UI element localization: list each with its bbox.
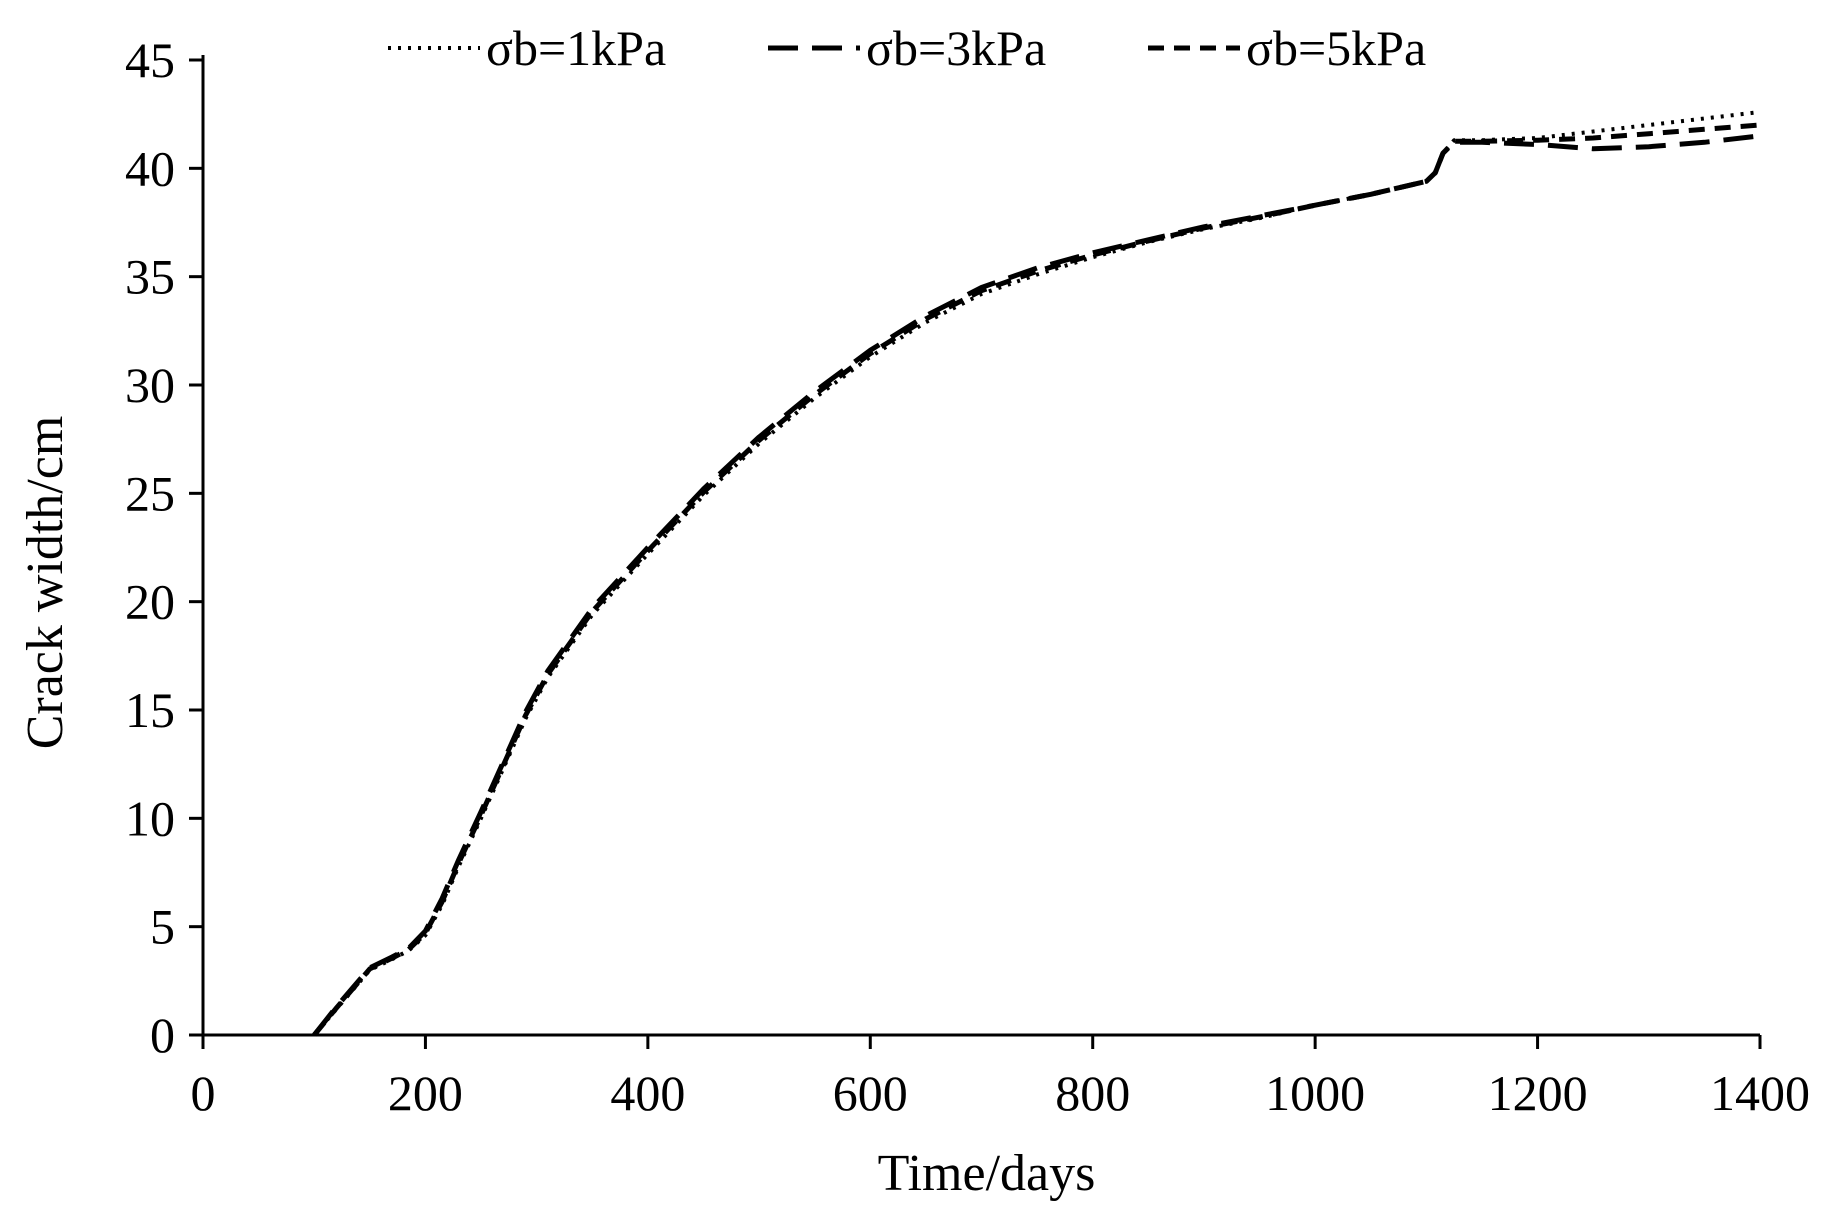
x-tick-label: 800: [1055, 1065, 1130, 1121]
ticks: 0 5 10 15 20 25 30 35 40 45 0 200 400 600 800 1000 1200 1…: [125, 32, 1810, 1121]
y-tick-label: 40: [125, 140, 175, 196]
y-tick-label: 25: [125, 465, 175, 521]
legend-label-2: σb=3kPa: [866, 20, 1046, 76]
y-tick-label: 35: [125, 249, 175, 305]
y-axis-title: Crack width/cm: [17, 416, 74, 750]
series-line-3: [312, 122, 1761, 1037]
axes: [201, 55, 1760, 1037]
x-tick-label: 200: [388, 1065, 463, 1121]
series-line-1: [312, 110, 1761, 1037]
y-tick-label: 20: [125, 574, 175, 630]
x-tick-label: 400: [610, 1065, 685, 1121]
x-tick-label: 1000: [1265, 1065, 1365, 1121]
legend-label-3: σb=5kPa: [1246, 20, 1426, 76]
y-tick-label: 30: [125, 357, 175, 413]
legend: σb=1kPa σb=3kPa σb=5kPa: [388, 20, 1426, 76]
y-tick-label: 45: [125, 32, 175, 88]
y-tick-label: 5: [150, 899, 175, 955]
legend-label-1: σb=1kPa: [486, 20, 666, 76]
y-tick-label: 15: [125, 682, 175, 738]
x-tick-label: 0: [191, 1065, 216, 1121]
series-line-2: [312, 133, 1761, 1037]
y-tick-label: 0: [150, 1007, 175, 1063]
x-tick-label: 600: [833, 1065, 908, 1121]
y-tick-label: 10: [125, 790, 175, 846]
x-axis-title: Time/days: [878, 1145, 1096, 1202]
x-tick-label: 1400: [1710, 1065, 1810, 1121]
plot-lines: [312, 110, 1761, 1037]
x-tick-label: 1200: [1488, 1065, 1588, 1121]
